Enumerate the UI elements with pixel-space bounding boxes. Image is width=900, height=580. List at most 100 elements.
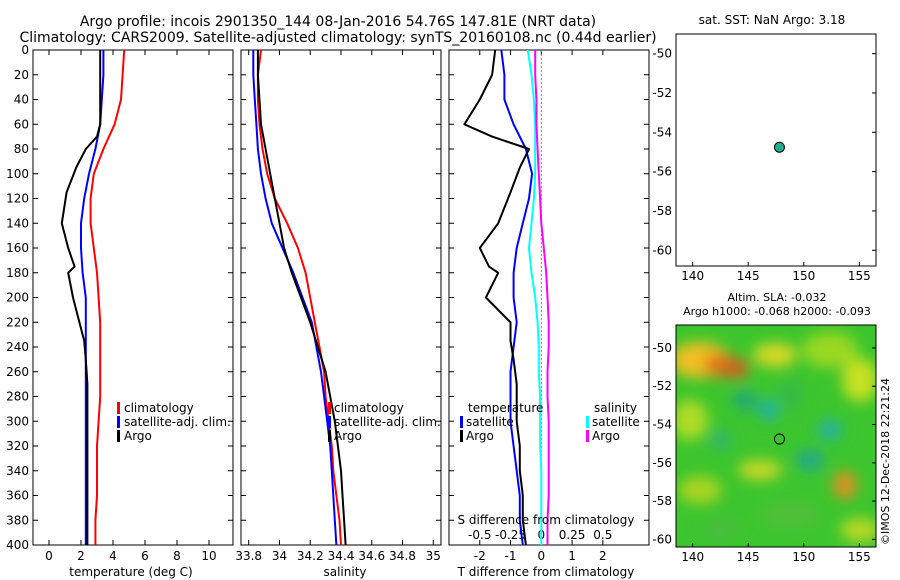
- depth-tick-label: 200: [6, 291, 29, 305]
- depth-tick-label: 280: [6, 390, 29, 404]
- x-tick-label: 10: [201, 549, 216, 563]
- x-tick-label: 0: [45, 549, 53, 563]
- legend-swatch-t-argo: [460, 430, 463, 442]
- map-y-tick-label: -52: [652, 379, 672, 393]
- s-diff-tick-label: -0.25: [495, 528, 526, 542]
- legend-label-t-satellite: satellite: [466, 415, 514, 429]
- series-line-salinity-satellite: [526, 49, 543, 545]
- x-tick-label: 34: [272, 549, 287, 563]
- series-line-temperature-satellite: [500, 49, 534, 546]
- map-y-tick-label: -58: [652, 494, 672, 508]
- legend-swatch-s-satellite: [586, 416, 589, 428]
- legend-label-s-argo: Argo: [592, 429, 620, 443]
- depth-tick-label: 300: [6, 414, 29, 428]
- legend-swatch-t-satellite: [460, 416, 463, 428]
- sla-map-frame: [675, 324, 877, 548]
- depth-tick-label: 60: [14, 117, 29, 131]
- depth-tick-label: 380: [6, 513, 29, 527]
- salinity-legend: climatology satellite-adj. clim. Argo: [328, 401, 441, 443]
- legend-swatch-climatology: [328, 402, 331, 414]
- depth-axis: 0 20 40 60 80 100 120 140 160 180 200 220 240 260 280 3…: [6, 43, 29, 552]
- legend-label-argo: Argo: [334, 429, 362, 443]
- salinity-plot: 33.8 34 34.2 34.4 34.6 34.8 35: [235, 49, 441, 563]
- sst-map-title: sat. SST: NaN Argo: 3.18: [699, 13, 846, 27]
- legend-heading-salinity: salinity: [594, 401, 637, 415]
- x-tick-label: 34.6: [358, 549, 385, 563]
- depth-tick-label: 40: [14, 93, 29, 107]
- legend-swatch-climatology: [117, 402, 120, 414]
- temperature-xlabel: temperature (deg C): [69, 565, 192, 579]
- depth-tick-label: 360: [6, 489, 29, 503]
- sla-map-subtitle: Argo h1000: -0.068 h2000: -0.093: [683, 305, 871, 318]
- argo-position-marker: [773, 141, 785, 153]
- x-tick-label: 34.4: [328, 549, 355, 563]
- temperature-plot: 0 2 4 6 8 10: [33, 49, 233, 563]
- map-x-tick-label: 150: [792, 269, 815, 283]
- x-tick-label: 34.2: [297, 549, 324, 563]
- x-tick-label: 8: [173, 549, 181, 563]
- map-y-tick-label: -54: [652, 125, 672, 139]
- depth-tick-label: 80: [14, 142, 29, 156]
- legend-label-climatology: climatology: [124, 401, 194, 415]
- map-x-tick-label: 155: [848, 550, 871, 564]
- s-diff-tick-label: 0.25: [559, 528, 586, 542]
- depth-tick-label: 180: [6, 266, 29, 280]
- imos-stamp: ©IMOS 12-Dec-2018 22:21:24: [879, 378, 892, 545]
- header-line1: Argo profile: incois 2901350_144 08-Jan-…: [80, 14, 596, 30]
- legend-swatch-s-argo: [586, 430, 589, 442]
- series-line-argo: [60, 50, 102, 545]
- depth-tick-label: 260: [6, 365, 29, 379]
- legend-label-satellite: satellite-adj. clim.: [124, 415, 231, 429]
- depth-tick-label: 20: [14, 68, 29, 82]
- map-y-tick-label: -50: [652, 341, 672, 355]
- x-tick-label: 34.8: [389, 549, 416, 563]
- x-tick-label: 35: [426, 549, 441, 563]
- legend-label-argo: Argo: [124, 429, 152, 443]
- depth-tick-label: 220: [6, 315, 29, 329]
- map-y-tick-label: -60: [652, 532, 672, 546]
- x-tick-label: 2: [599, 549, 607, 563]
- depth-tick-label: 320: [6, 439, 29, 453]
- series-line-salinity-argo: [534, 50, 550, 545]
- map-y-tick-label: -54: [652, 418, 672, 432]
- map-x-tick-label: 140: [681, 550, 704, 564]
- argo-position-marker: [773, 433, 785, 445]
- header-line2: Climatology: CARS2009. Satellite-adjuste…: [19, 30, 656, 46]
- map-y-tick-label: -58: [652, 204, 672, 218]
- legend-swatch-satellite: [117, 416, 120, 428]
- s-diff-tick-label: -0.5: [468, 528, 491, 542]
- legend-label-satellite: satellite-adj. clim.: [334, 415, 441, 429]
- map-x-tick-label: 140: [681, 269, 704, 283]
- depth-tick-label: 0: [21, 43, 29, 57]
- x-tick-label: 6: [141, 549, 149, 563]
- sla-map: 140 145 150 155 -50 -52 -54 -56 -58 -60: [652, 341, 876, 564]
- map-y-tick-label: -50: [652, 47, 672, 61]
- map-x-tick-label: 150: [792, 550, 815, 564]
- difference-legend: temperature satellite Argo salinity sate…: [460, 401, 640, 443]
- depth-tick-label: 160: [6, 241, 29, 255]
- sla-map-title: Altim. SLA: -0.032: [727, 291, 826, 304]
- map-x-tick-label: 145: [737, 550, 760, 564]
- x-tick-label: 1: [568, 549, 576, 563]
- series-line-temperature-argo: [463, 49, 530, 546]
- series-line-satellite-adj-clim-: [252, 50, 338, 546]
- depth-tick-label: 140: [6, 216, 29, 230]
- legend-label-climatology: climatology: [334, 401, 404, 415]
- depth-tick-label: 340: [6, 464, 29, 478]
- difference-top-xlabel: S difference from climatology: [458, 513, 635, 527]
- map-x-tick-label: 145: [737, 269, 760, 283]
- x-tick-label: 0: [537, 549, 545, 563]
- depth-tick-label: 120: [6, 192, 29, 206]
- x-tick-label: -2: [474, 549, 486, 563]
- legend-swatch-argo: [117, 430, 120, 442]
- map-y-tick-label: -56: [652, 456, 672, 470]
- legend-label-s-satellite: satellite: [592, 415, 640, 429]
- x-tick-label: 2: [77, 549, 85, 563]
- series-line-argo: [256, 50, 347, 546]
- legend-label-t-argo: Argo: [466, 429, 494, 443]
- difference-xlabel: T difference from climatology: [457, 565, 635, 579]
- legend-swatch-satellite: [328, 416, 331, 428]
- temperature-plot-frame: [32, 49, 234, 546]
